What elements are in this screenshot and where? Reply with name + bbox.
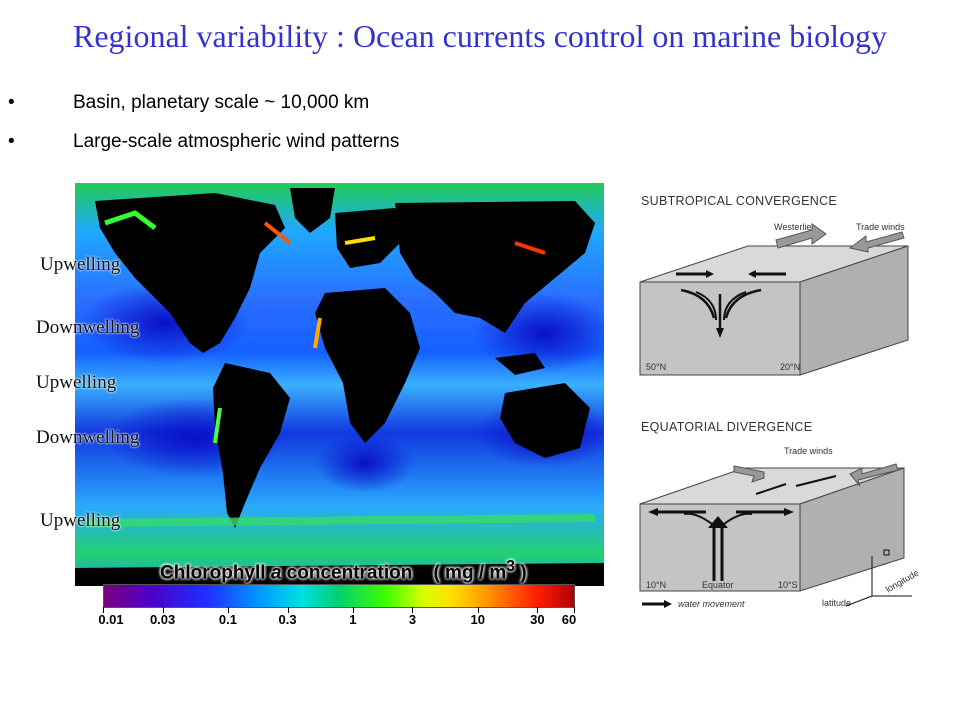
westerlies-label: Westerlies (774, 222, 816, 232)
colorbar-tick-label: 3 (408, 612, 417, 627)
colorbar-tick (574, 607, 575, 613)
map-label-downwelling-1: Downwelling (36, 317, 140, 338)
subtropical-convergence-diagram: SUBTROPICAL CONVERGENCE Westerlies Trade… (636, 190, 926, 385)
bullet-marker: • (8, 131, 15, 152)
equatorial-divergence-diagram: EQUATORIAL DIVERGENCE Trade winds 10°N E… (636, 416, 936, 616)
colorbar-tick (103, 607, 104, 613)
colorbar-tick-label: 10 (470, 612, 486, 627)
colorbar-tick (227, 607, 229, 613)
bullet-text: Basin, planetary scale ~ 10,000 km (73, 92, 370, 113)
trade-winds-label-top: Trade winds (856, 222, 905, 232)
chlorophyll-world-map (75, 183, 604, 586)
map-label-downwelling-2: Downwelling (36, 427, 140, 448)
lat-label-10s: 10°S (778, 580, 798, 590)
colorbar-units-close: ) (515, 562, 527, 584)
divergence-block-graphic (639, 463, 912, 608)
map-label-upwelling-2: Upwelling (36, 372, 117, 393)
diagram-bottom-title: EQUATORIAL DIVERGENCE (641, 420, 813, 434)
axis-latitude-label: latitude (822, 598, 852, 608)
colorbar-tick (287, 607, 289, 613)
colorbar-tick-label: 0.01 (98, 612, 124, 627)
colorbar-tick-label: 0.1 (218, 612, 237, 627)
colorbar-tick-label: 30 (530, 612, 545, 627)
colorbar-title-pre: Chlorophyll (160, 562, 271, 584)
colorbar-tick (162, 607, 164, 613)
colorbar-tick-label: 1 (349, 612, 357, 627)
equator-label: Equator (702, 580, 734, 590)
convergence-block-graphic (639, 223, 909, 376)
diagram-top-title: SUBTROPICAL CONVERGENCE (641, 194, 838, 208)
colorbar-tick-label: 60 (561, 612, 577, 627)
lat-label-10n: 10°N (646, 580, 667, 590)
lat-label-50n: 50°N (646, 362, 667, 372)
colorbar-units-sup: 3 (506, 558, 516, 575)
colorbar-tick (477, 607, 479, 613)
slide-title: Regional variability : Ocean currents co… (73, 18, 887, 54)
colorbar-gradient (103, 584, 575, 608)
bullet-text: Large-scale atmospheric wind patterns (73, 131, 400, 152)
colorbar-tick-label: 0.03 (149, 612, 176, 627)
colorbar-tick (352, 607, 354, 613)
colorbar-tick (537, 607, 539, 613)
colorbar-tick-label: 0.3 (278, 612, 297, 627)
water-movement-legend: water movement (678, 599, 745, 609)
colorbar-units: ( mg / m (433, 562, 507, 584)
colorbar-title-italic: a (270, 562, 282, 584)
map-graphic (75, 183, 604, 586)
colorbar-tick (412, 607, 414, 613)
lat-label-20n: 20°N (780, 362, 801, 372)
colorbar-ticks (103, 607, 575, 615)
map-label-upwelling-1: Upwelling (40, 254, 121, 275)
map-label-upwelling-3: Upwelling (40, 510, 121, 531)
colorbar-title: Chlorophyll a concentration ( mg / m3 ) (160, 558, 527, 584)
bullet-marker: • (8, 92, 15, 113)
trade-winds-label-bottom: Trade winds (784, 446, 833, 456)
colorbar-title-post: concentration (281, 562, 413, 584)
